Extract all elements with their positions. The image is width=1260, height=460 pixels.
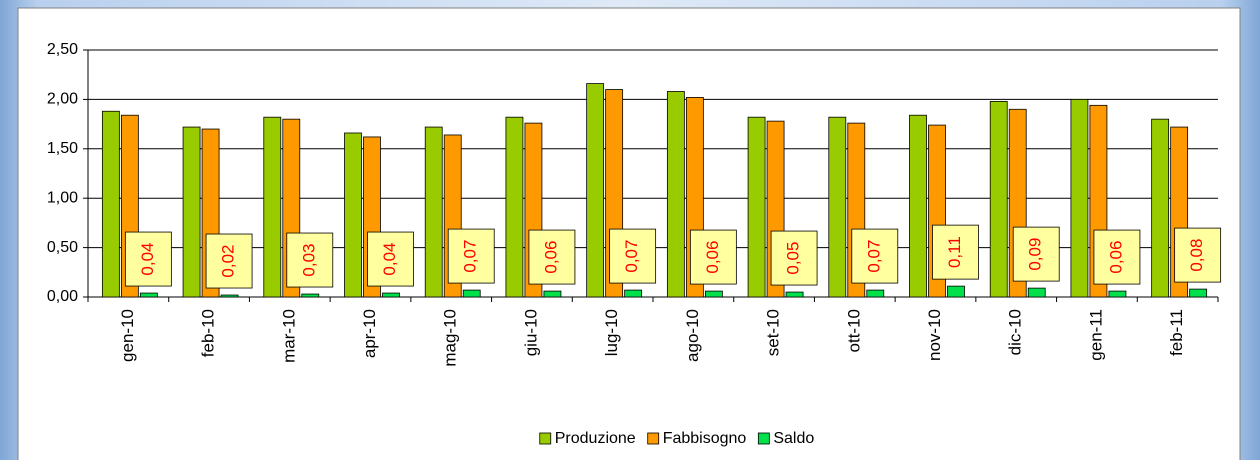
data-label-box	[932, 224, 979, 280]
data-label-box	[1174, 227, 1222, 283]
data-label-box	[447, 228, 495, 284]
data-label-box	[689, 229, 737, 285]
bar	[866, 289, 885, 298]
x-tick-label: set-10	[764, 309, 783, 356]
x-tick-label: ott-10	[844, 309, 863, 352]
data-label-box	[609, 228, 657, 284]
x-tick-label: dic-10	[1006, 309, 1025, 355]
data-label-box	[1093, 229, 1141, 285]
data-label: 0,03	[299, 243, 318, 276]
data-label: 0,06	[703, 241, 722, 274]
legend-label: Fabbisogno	[663, 430, 747, 447]
bar	[462, 289, 481, 298]
data-label: 0,06	[1106, 241, 1125, 274]
bar	[1151, 118, 1170, 298]
x-tick-label: feb-11	[1167, 309, 1186, 356]
data-label: 0,07	[461, 240, 480, 273]
y-tick-label: 0,00	[47, 288, 78, 305]
bar	[947, 285, 965, 298]
data-label: 0,07	[622, 240, 641, 273]
x-tick-label: gen-11	[1086, 309, 1105, 361]
y-tick-label: 2,50	[47, 41, 78, 58]
bar	[182, 126, 201, 298]
legend-label: Saldo	[773, 430, 814, 447]
bar	[666, 91, 685, 298]
data-label-box	[367, 231, 414, 287]
data-label-box	[1012, 226, 1060, 282]
legend-label: Produzione	[555, 430, 636, 447]
bar	[424, 126, 443, 298]
x-tick-label: feb-10	[199, 309, 218, 357]
data-label: 0,02	[219, 244, 238, 277]
x-tick-label: giu-10	[521, 309, 540, 356]
bar	[1108, 290, 1127, 298]
bar	[1189, 288, 1208, 298]
data-label-box	[286, 232, 334, 288]
bar	[220, 294, 239, 298]
data-label: 0,07	[864, 240, 883, 273]
bar	[989, 100, 1008, 298]
y-tick-label: 1,00	[47, 189, 78, 206]
bar	[1070, 99, 1089, 298]
bar	[785, 291, 804, 298]
bar	[382, 292, 400, 298]
bar	[543, 290, 562, 298]
data-label: 0,06	[541, 241, 560, 274]
bar	[909, 114, 927, 298]
bar	[139, 292, 158, 298]
bar	[263, 116, 282, 298]
x-tick-label: mag-10	[441, 309, 460, 367]
bar	[505, 116, 524, 298]
bar	[301, 293, 320, 298]
legend: Produzione Fabbisogno Saldo	[539, 430, 814, 447]
data-label: 0,05	[784, 242, 803, 275]
data-label: 0,11	[945, 236, 964, 268]
data-label-box	[205, 233, 253, 289]
bar	[624, 289, 643, 298]
bar	[828, 116, 847, 298]
data-label-box	[124, 231, 172, 287]
x-tick-label: nov-10	[925, 309, 944, 361]
bar	[586, 83, 605, 298]
x-tick-label: ago-10	[683, 309, 702, 362]
bar	[747, 116, 766, 298]
y-tick-label: 0,50	[47, 239, 78, 256]
bar	[344, 132, 362, 298]
data-label: 0,08	[1187, 239, 1206, 272]
y-tick-label: 1,50	[47, 140, 78, 157]
data-label-box	[770, 230, 818, 286]
x-tick-label: gen-10	[118, 309, 137, 362]
x-tick-label: mar-10	[279, 309, 298, 363]
data-label: 0,09	[1026, 238, 1045, 271]
bar	[1027, 287, 1046, 298]
legend-swatch	[539, 432, 552, 445]
y-tick-label: 2,00	[47, 91, 78, 108]
data-label: 0,04	[138, 243, 157, 276]
bar	[101, 110, 120, 298]
legend-swatch	[647, 432, 660, 445]
x-tick-label: apr-10	[360, 309, 379, 358]
legend-swatch	[757, 432, 770, 445]
data-label-box	[851, 228, 899, 284]
bar	[704, 290, 723, 298]
x-tick-label: lug-10	[602, 309, 621, 356]
data-label: 0,04	[380, 243, 399, 276]
data-label-box	[528, 229, 576, 285]
